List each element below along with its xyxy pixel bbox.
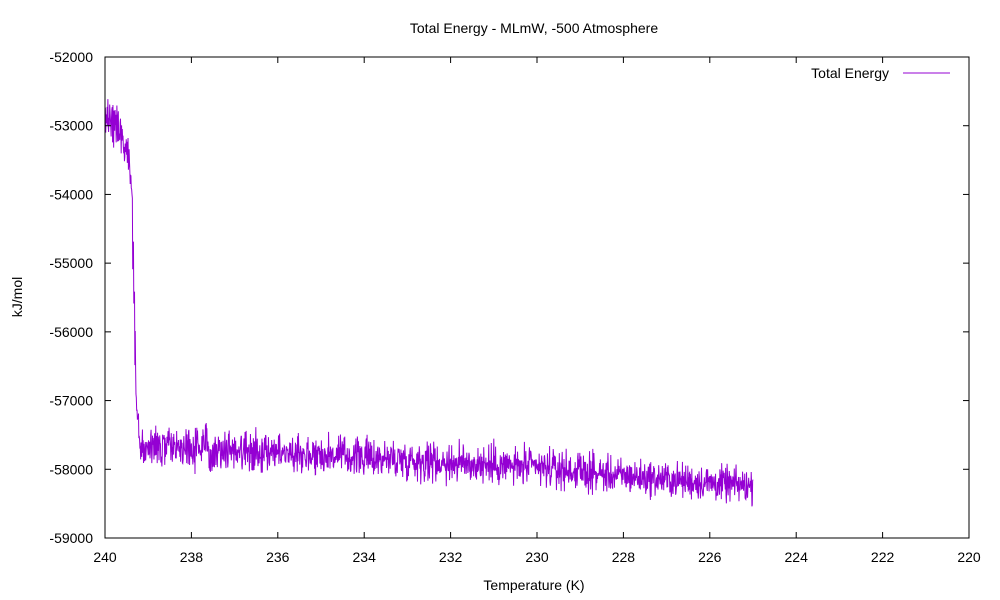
x-tick-label: 222 — [871, 549, 895, 565]
x-tick-label: 232 — [439, 549, 463, 565]
x-tick-label: 220 — [957, 549, 981, 565]
y-axis-label: kJ/mol — [9, 277, 25, 317]
series-layer — [104, 99, 754, 507]
x-tick-label: 228 — [612, 549, 636, 565]
y-tick-label: -57000 — [49, 393, 93, 409]
y-tick-label: -55000 — [49, 255, 93, 271]
x-tick-label: 234 — [353, 549, 377, 565]
x-tick-label: 240 — [93, 549, 117, 565]
axes-layer: 240 238 236 234 232 230 228 226 224 222 220 -52000 -… — [49, 49, 980, 565]
y-tick-label: -52000 — [49, 49, 93, 65]
x-axis-label: Temperature (K) — [483, 577, 584, 593]
y-tick-label: -58000 — [49, 461, 93, 477]
legend-label: Total Energy — [811, 65, 889, 81]
x-tick-label: 224 — [785, 549, 809, 565]
x-tick-label: 226 — [698, 549, 722, 565]
x-tick-label: 238 — [180, 549, 204, 565]
y-tick-label: -53000 — [49, 118, 93, 134]
y-tick-label: -56000 — [49, 324, 93, 340]
x-tick-label: 236 — [266, 549, 290, 565]
chart-title: Total Energy - MLmW, -500 Atmosphere — [410, 20, 658, 36]
series-line-total-energy — [104, 99, 754, 507]
y-tick-label: -59000 — [49, 530, 93, 546]
y-tick-label: -54000 — [49, 186, 93, 202]
x-tick-label: 230 — [525, 549, 549, 565]
legend: Total Energy — [811, 65, 950, 81]
